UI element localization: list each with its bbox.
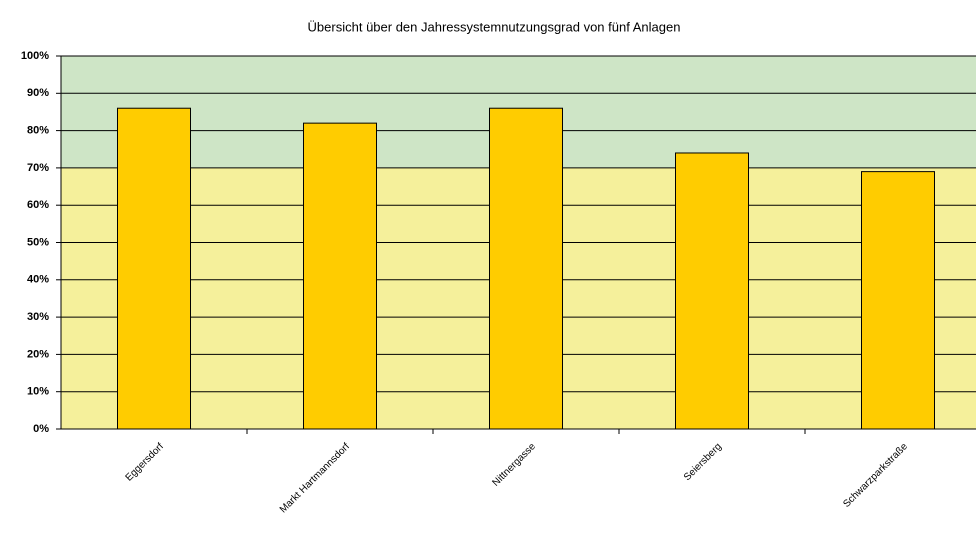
- y-tick-label: 90%: [27, 87, 49, 99]
- x-tick-label: Schwarzparkstraße: [841, 441, 910, 510]
- y-tick-label: 0%: [33, 423, 49, 435]
- bar: [861, 171, 935, 430]
- y-tick-label: 40%: [27, 274, 49, 286]
- y-tick-label: 100%: [21, 50, 49, 62]
- x-tick-label: Nittnergasse: [491, 441, 539, 489]
- x-tick-label: Eggersdorf: [124, 441, 167, 484]
- x-tick-label: Seiersberg: [682, 441, 724, 483]
- bar: [675, 152, 749, 430]
- y-tick-label: 20%: [27, 348, 49, 360]
- y-tick-label: 80%: [27, 125, 49, 137]
- bar: [117, 107, 191, 430]
- y-tick-label: 70%: [27, 162, 49, 174]
- y-tick-label: 50%: [27, 236, 49, 248]
- bar: [489, 107, 563, 430]
- x-tick-label: Markt Hartmannsdorf: [278, 441, 352, 515]
- chart-title: Übersicht über den Jahressystemnutzungsg…: [308, 19, 681, 34]
- y-tick-label: 60%: [27, 199, 49, 211]
- y-tick-label: 10%: [27, 386, 49, 398]
- y-tick-label: 30%: [27, 311, 49, 323]
- bar: [303, 122, 377, 430]
